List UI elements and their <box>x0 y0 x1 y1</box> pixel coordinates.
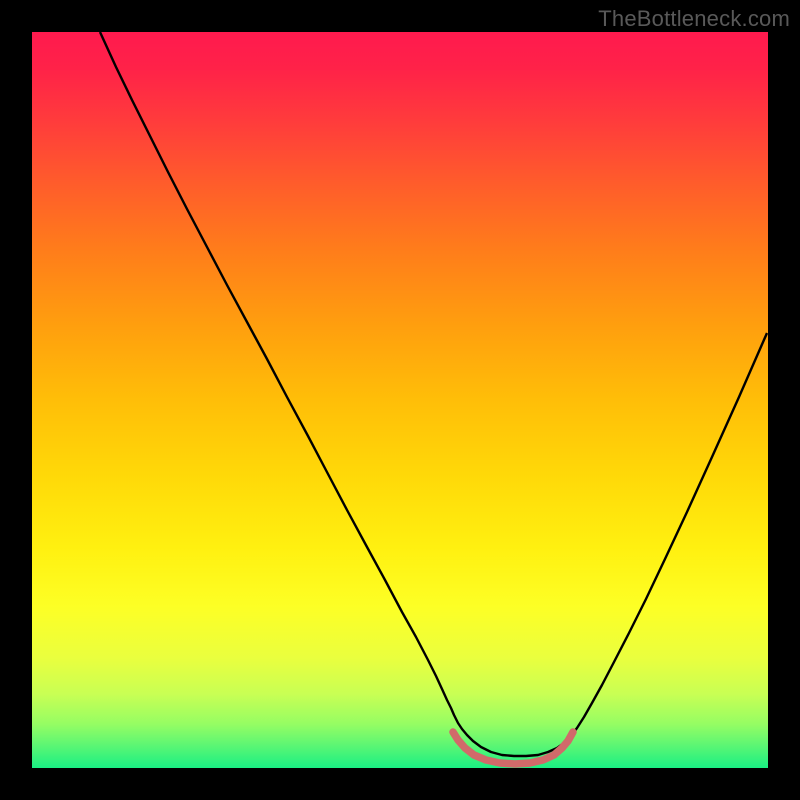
plot-svg <box>32 32 768 768</box>
plot-area <box>32 32 768 768</box>
watermark-text: TheBottleneck.com <box>598 6 790 32</box>
chart-container: TheBottleneck.com <box>0 0 800 800</box>
plot-background <box>32 32 768 768</box>
